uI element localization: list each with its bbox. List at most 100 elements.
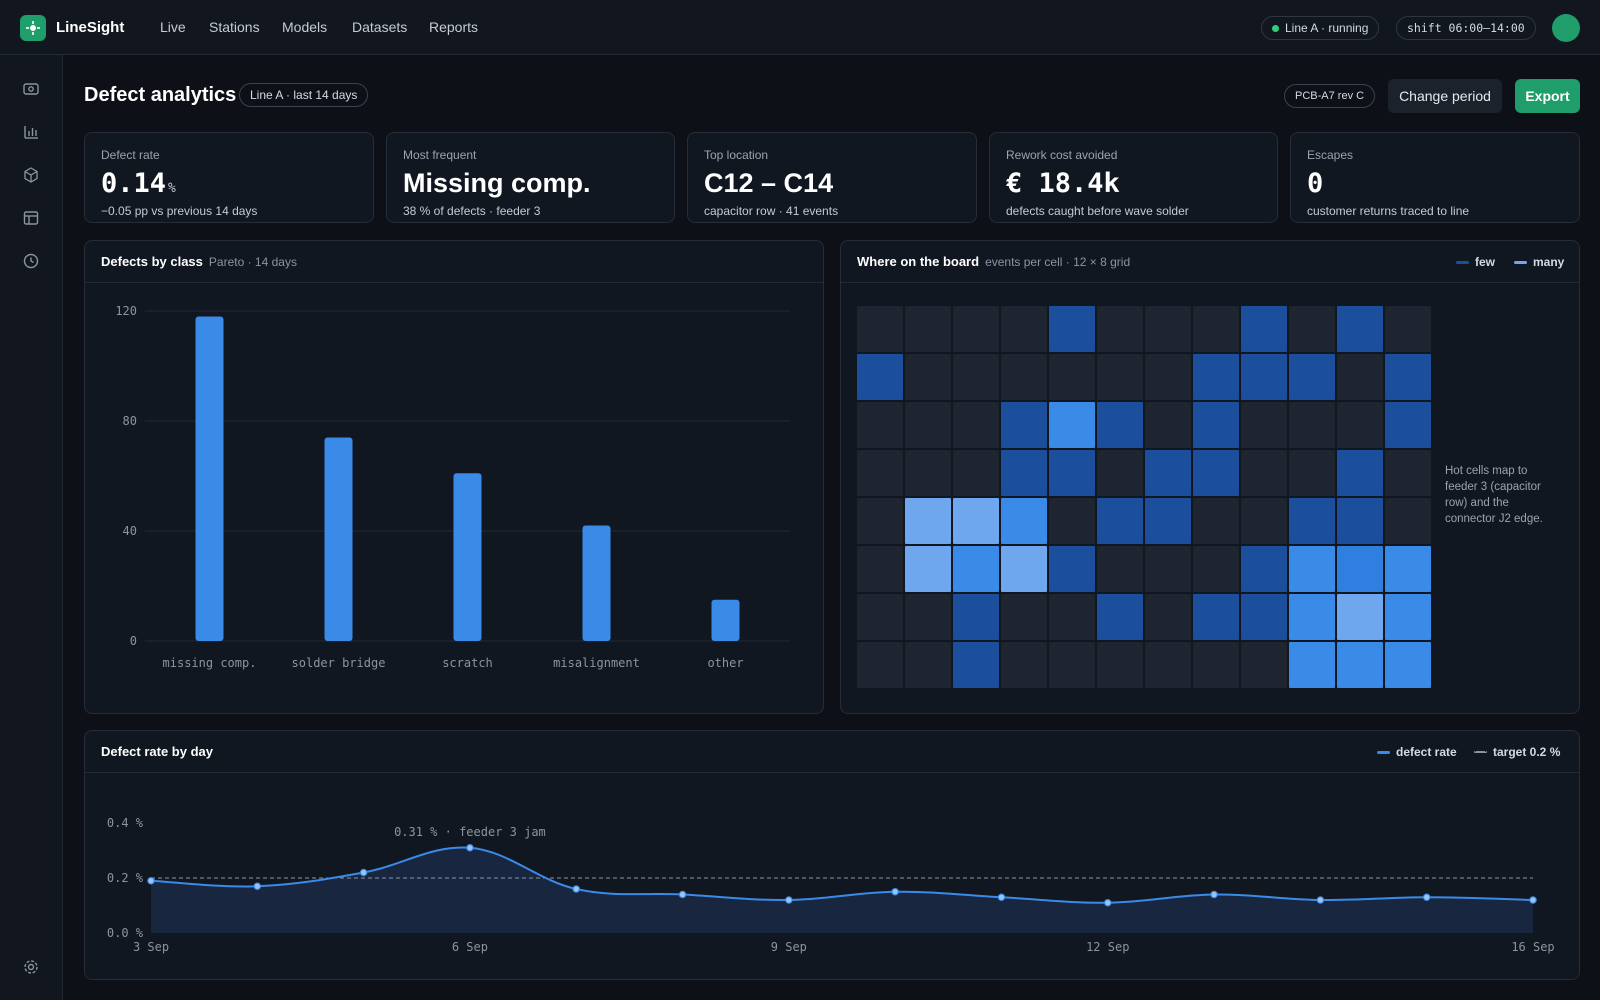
heatmap-cell <box>1145 498 1191 544</box>
heatmap-cell <box>953 498 999 544</box>
defect-rate-line <box>150 846 1534 904</box>
data-point <box>785 896 793 904</box>
heatmap-cell <box>1001 306 1047 352</box>
heatmap-cell <box>1049 594 1095 640</box>
heatmap-cell <box>857 306 903 352</box>
bar-chart-icon[interactable] <box>21 122 41 142</box>
status-dot <box>1272 24 1279 32</box>
y-tick-label: 0.0 % <box>107 926 144 940</box>
app-name: LineSight <box>56 19 125 36</box>
heatmap-cell <box>953 450 999 496</box>
heatmap-cell <box>1145 546 1191 592</box>
nav-live[interactable]: Live <box>160 19 186 35</box>
heatmap-cell <box>1289 498 1335 544</box>
heatmap-cell <box>1337 642 1383 688</box>
export-button[interactable]: Export <box>1515 79 1580 113</box>
heatmap-cell <box>1145 642 1191 688</box>
kpi-label: Top location <box>704 148 769 162</box>
heatmap-cell <box>1193 546 1239 592</box>
heatmap-cell <box>905 306 951 352</box>
line-status-badge[interactable]: Line A · running <box>1261 16 1380 40</box>
line-status-text: Line A · running <box>1285 21 1369 35</box>
kpi-card-rework-cost: Rework cost avoided € 18.4k defects caug… <box>989 132 1278 223</box>
heatmap-cell <box>857 450 903 496</box>
change-period-button[interactable]: Change period <box>1388 79 1502 113</box>
kpi-value: € 18.4k <box>1006 168 1120 199</box>
kpi-label: Rework cost avoided <box>1006 148 1118 162</box>
heatmap-cell <box>905 450 951 496</box>
kpi-subtext: 38 % of defects · feeder 3 <box>403 204 541 218</box>
heatmap-cell <box>1337 306 1383 352</box>
heatmap-cell <box>1001 402 1047 448</box>
user-avatar[interactable] <box>1552 14 1580 42</box>
heatmap-cell <box>1385 546 1431 592</box>
y-tick-label: 0 <box>130 634 137 648</box>
x-tick-label: 16 Sep <box>1511 940 1554 954</box>
bar-other <box>711 599 740 641</box>
product-badge[interactable]: PCB-A7 rev C <box>1284 84 1376 108</box>
bar-missing-comp <box>195 316 224 641</box>
heatmap-cell <box>1289 306 1335 352</box>
heatmap-cell <box>1385 354 1431 400</box>
legend-swatch-rate <box>1377 750 1390 754</box>
x-tick-label: 9 Sep <box>771 940 807 954</box>
heatmap-cell <box>1145 306 1191 352</box>
heatmap-cell <box>857 354 903 400</box>
gear-icon[interactable] <box>21 957 41 977</box>
heatmap-cell <box>953 594 999 640</box>
nav-models[interactable]: Models <box>282 19 328 35</box>
heatmap-cell <box>953 354 999 400</box>
clock-icon[interactable] <box>21 251 41 271</box>
heatmap-cell <box>857 594 903 640</box>
layout-icon[interactable] <box>21 208 41 228</box>
heatmap-cell <box>1289 354 1335 400</box>
kpi-subtext: defects caught before wave solder <box>1006 204 1189 218</box>
x-tick-label: 3 Sep <box>133 940 169 954</box>
heatmap-cell <box>1193 594 1239 640</box>
x-tick-label: 12 Sep <box>1086 940 1129 954</box>
heatmap-cell <box>1049 498 1095 544</box>
heatmap-cell <box>857 546 903 592</box>
x-tick-label: other <box>707 656 743 670</box>
heatmap-cell <box>1241 642 1287 688</box>
legend-target: target 0.2 % <box>1474 745 1560 759</box>
heatmap-cell <box>1001 594 1047 640</box>
y-tick-label: 40 <box>123 524 137 538</box>
heatmap-cell <box>953 306 999 352</box>
legend-swatch-few <box>1456 260 1469 264</box>
heatmap-cell <box>1193 498 1239 544</box>
heatmap-cell <box>1337 450 1383 496</box>
x-tick-label: misalignment <box>553 656 640 670</box>
camera-icon[interactable] <box>21 79 41 99</box>
scope-badge[interactable]: Line A · last 14 days <box>239 83 369 107</box>
heatmap-cell <box>953 642 999 688</box>
kpi-unit: % <box>168 181 176 196</box>
heatmap-cell <box>1385 642 1431 688</box>
app-logo[interactable] <box>20 15 46 41</box>
bar-misalignment <box>582 525 611 641</box>
cube-icon[interactable] <box>21 165 41 185</box>
data-point <box>466 843 474 852</box>
data-point <box>572 885 581 893</box>
sidebar <box>0 55 63 1000</box>
kpi-subtext: −0.05 pp vs previous 14 days <box>101 204 258 218</box>
shift-badge[interactable]: shift 06:00–14:00 <box>1396 16 1536 40</box>
kpi-value: C12 – C14 <box>704 168 834 198</box>
kpi-number: 0.14 <box>101 168 167 199</box>
kpi-subtext: customer returns traced to line <box>1307 204 1470 218</box>
kpi-value: 0 <box>1307 168 1324 199</box>
panel-header: Defect rate by day defect rate target 0.… <box>85 731 1579 773</box>
nav-datasets[interactable]: Datasets <box>352 19 408 35</box>
x-tick-label: solder bridge <box>292 656 386 670</box>
nav-reports[interactable]: Reports <box>429 19 479 35</box>
heatmap-cell <box>1049 306 1095 352</box>
heatmap-cell <box>1145 594 1191 640</box>
heatmap-cell <box>1145 402 1191 448</box>
heatmap-cell <box>1385 450 1431 496</box>
kpi-card-escapes: Escapes 0 customer returns traced to lin… <box>1290 132 1580 223</box>
nav-stations[interactable]: Stations <box>209 19 260 35</box>
heatmap-cell <box>905 546 951 592</box>
crosshair-icon <box>26 21 40 35</box>
heatmap-cell <box>1049 402 1095 448</box>
legend-swatch-target <box>1474 751 1487 753</box>
